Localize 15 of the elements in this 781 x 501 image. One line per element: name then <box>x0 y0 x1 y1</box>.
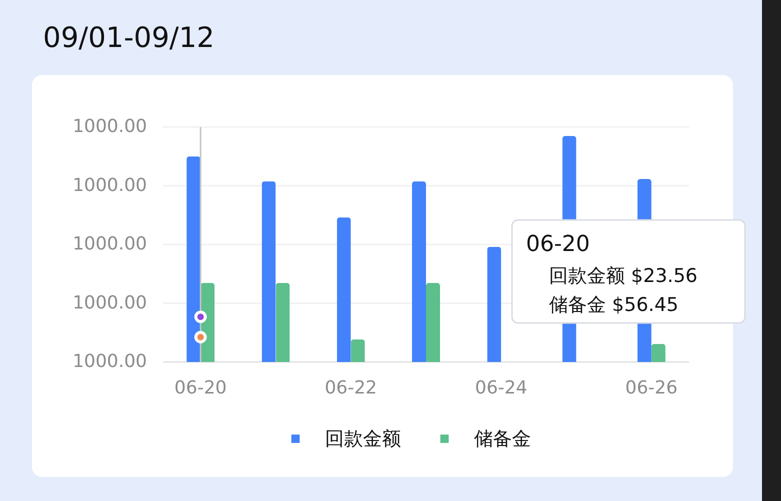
x-tick-label: 06-24 <box>474 378 528 398</box>
chart-title: 09/01-09/12 <box>43 21 214 54</box>
annotation: 储备金 $56.45 <box>549 294 679 316</box>
text: 1000.00 <box>72 116 147 137</box>
x-tick-label: 06-22 <box>324 378 378 398</box>
legend-label: 回款金额 <box>325 428 401 450</box>
text: 1000.00 <box>72 292 147 314</box>
legend-label: 储备金 <box>474 428 531 450</box>
text: 1000.00 <box>72 351 147 372</box>
x-tick-label: 06-20 <box>174 378 227 398</box>
text: 1000.00 <box>72 174 147 196</box>
text: 1000.00 <box>72 234 147 254</box>
annotation: 回款金额 $23.56 <box>549 265 698 287</box>
x-tick-label: 06-26 <box>625 378 678 398</box>
annotation: 06-20 <box>526 232 590 257</box>
